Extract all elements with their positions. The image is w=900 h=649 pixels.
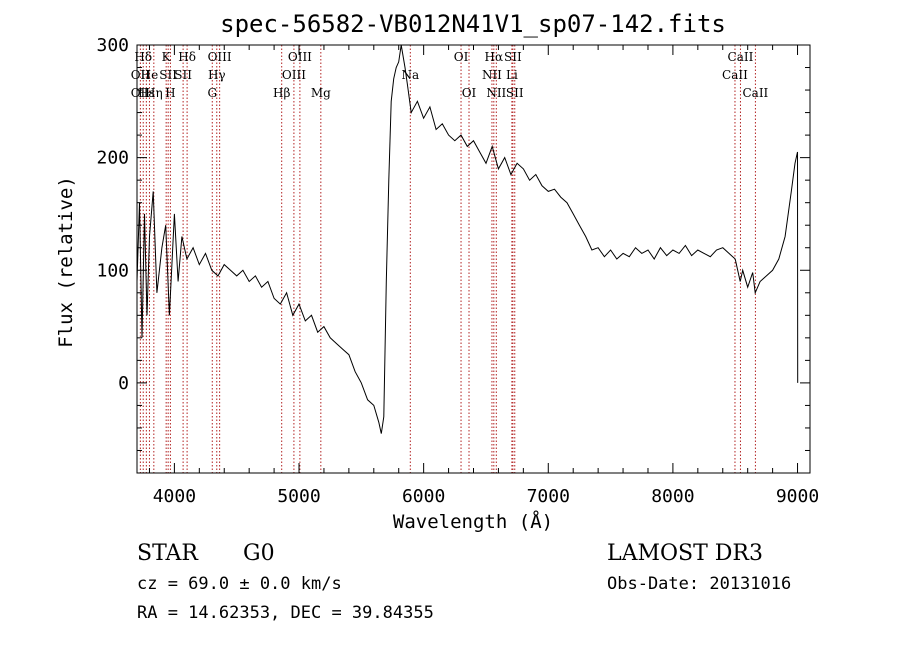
y-tick-label: 200: [96, 148, 129, 169]
y-tick-label: 0: [118, 373, 129, 394]
spectral-line-label: CaII: [728, 50, 754, 64]
spectral-line-markers: [139, 45, 756, 473]
spectral-line-label: SII: [159, 68, 177, 82]
object-subclass: G0: [243, 541, 275, 566]
x-axis-label: Wavelength (Å): [393, 510, 553, 533]
spectral-line-label: CaII: [722, 68, 748, 82]
spectral-line-label: SII: [174, 68, 192, 82]
spectral-line-label: Hη: [145, 86, 163, 100]
spectral-line-label: Hε: [138, 86, 155, 100]
spectral-line-label: SII: [506, 86, 524, 100]
spectral-line-label: OII: [131, 68, 151, 82]
spectral-line-label: Mg: [311, 86, 331, 100]
x-axis-ticks: 4000 5000 6000 7000 8000 9000: [148, 45, 819, 507]
spectral-line-label: OIII: [208, 50, 232, 64]
spectral-line-label: G: [207, 86, 217, 100]
y-axis-ticks: 0 100 200 300: [96, 35, 810, 451]
spectral-line-label: NII: [486, 86, 506, 100]
coordinates-readout: RA = 14.62353, DEC = 39.84355: [137, 603, 434, 623]
redshift-readout: cz = 69.0 ± 0.0 km/s: [137, 574, 342, 594]
object-class: STAR: [137, 541, 199, 566]
x-tick-label: 4000: [153, 486, 196, 507]
spectral-line-label: Hβ: [273, 86, 290, 100]
spectral-line-label: OI: [454, 50, 469, 64]
spectral-line-label: Hδ: [178, 50, 196, 64]
spectral-line-label: OI: [462, 86, 477, 100]
y-tick-label: 100: [96, 260, 129, 281]
spectral-line-label: He: [141, 68, 159, 82]
spectral-line-label: Na: [401, 68, 419, 82]
spectrum-line: [136, 44, 799, 434]
x-tick-label: 9000: [776, 486, 819, 507]
spectral-line-label: OII: [131, 86, 151, 100]
x-tick-label: 6000: [402, 486, 445, 507]
footer-info: STAR G0 LAMOST DR3 cz = 69.0 ± 0.0 km/s …: [137, 541, 791, 623]
spectral-line-label: OIII: [282, 68, 306, 82]
chart-title: spec-56582-VB012N41V1_sp07-142.fits: [220, 10, 726, 38]
x-tick-label: 7000: [527, 486, 570, 507]
observation-date: Obs-Date: 20131016: [607, 574, 791, 594]
spectral-line-label: OIII: [288, 50, 312, 64]
plot-frame: [136, 44, 811, 474]
survey-name: LAMOST DR3: [607, 541, 763, 566]
spectral-line-label: Hγ: [208, 68, 226, 82]
y-tick-label: 300: [96, 35, 129, 56]
spectral-line-label: Hα: [485, 50, 504, 64]
x-tick-label: 5000: [277, 486, 320, 507]
x-tick-label: 8000: [651, 486, 694, 507]
spectral-line-label: SII: [504, 50, 522, 64]
y-axis-label: Flux (relative): [55, 176, 77, 348]
spectral-line-label: CaII: [742, 86, 768, 100]
spectral-line-label: H: [165, 86, 175, 100]
spectral-line-label: Li: [506, 68, 518, 82]
spectral-line-label: Hδ: [134, 50, 152, 64]
spectral-line-label: NII: [482, 68, 502, 82]
spectral-line-label: K: [162, 50, 172, 64]
